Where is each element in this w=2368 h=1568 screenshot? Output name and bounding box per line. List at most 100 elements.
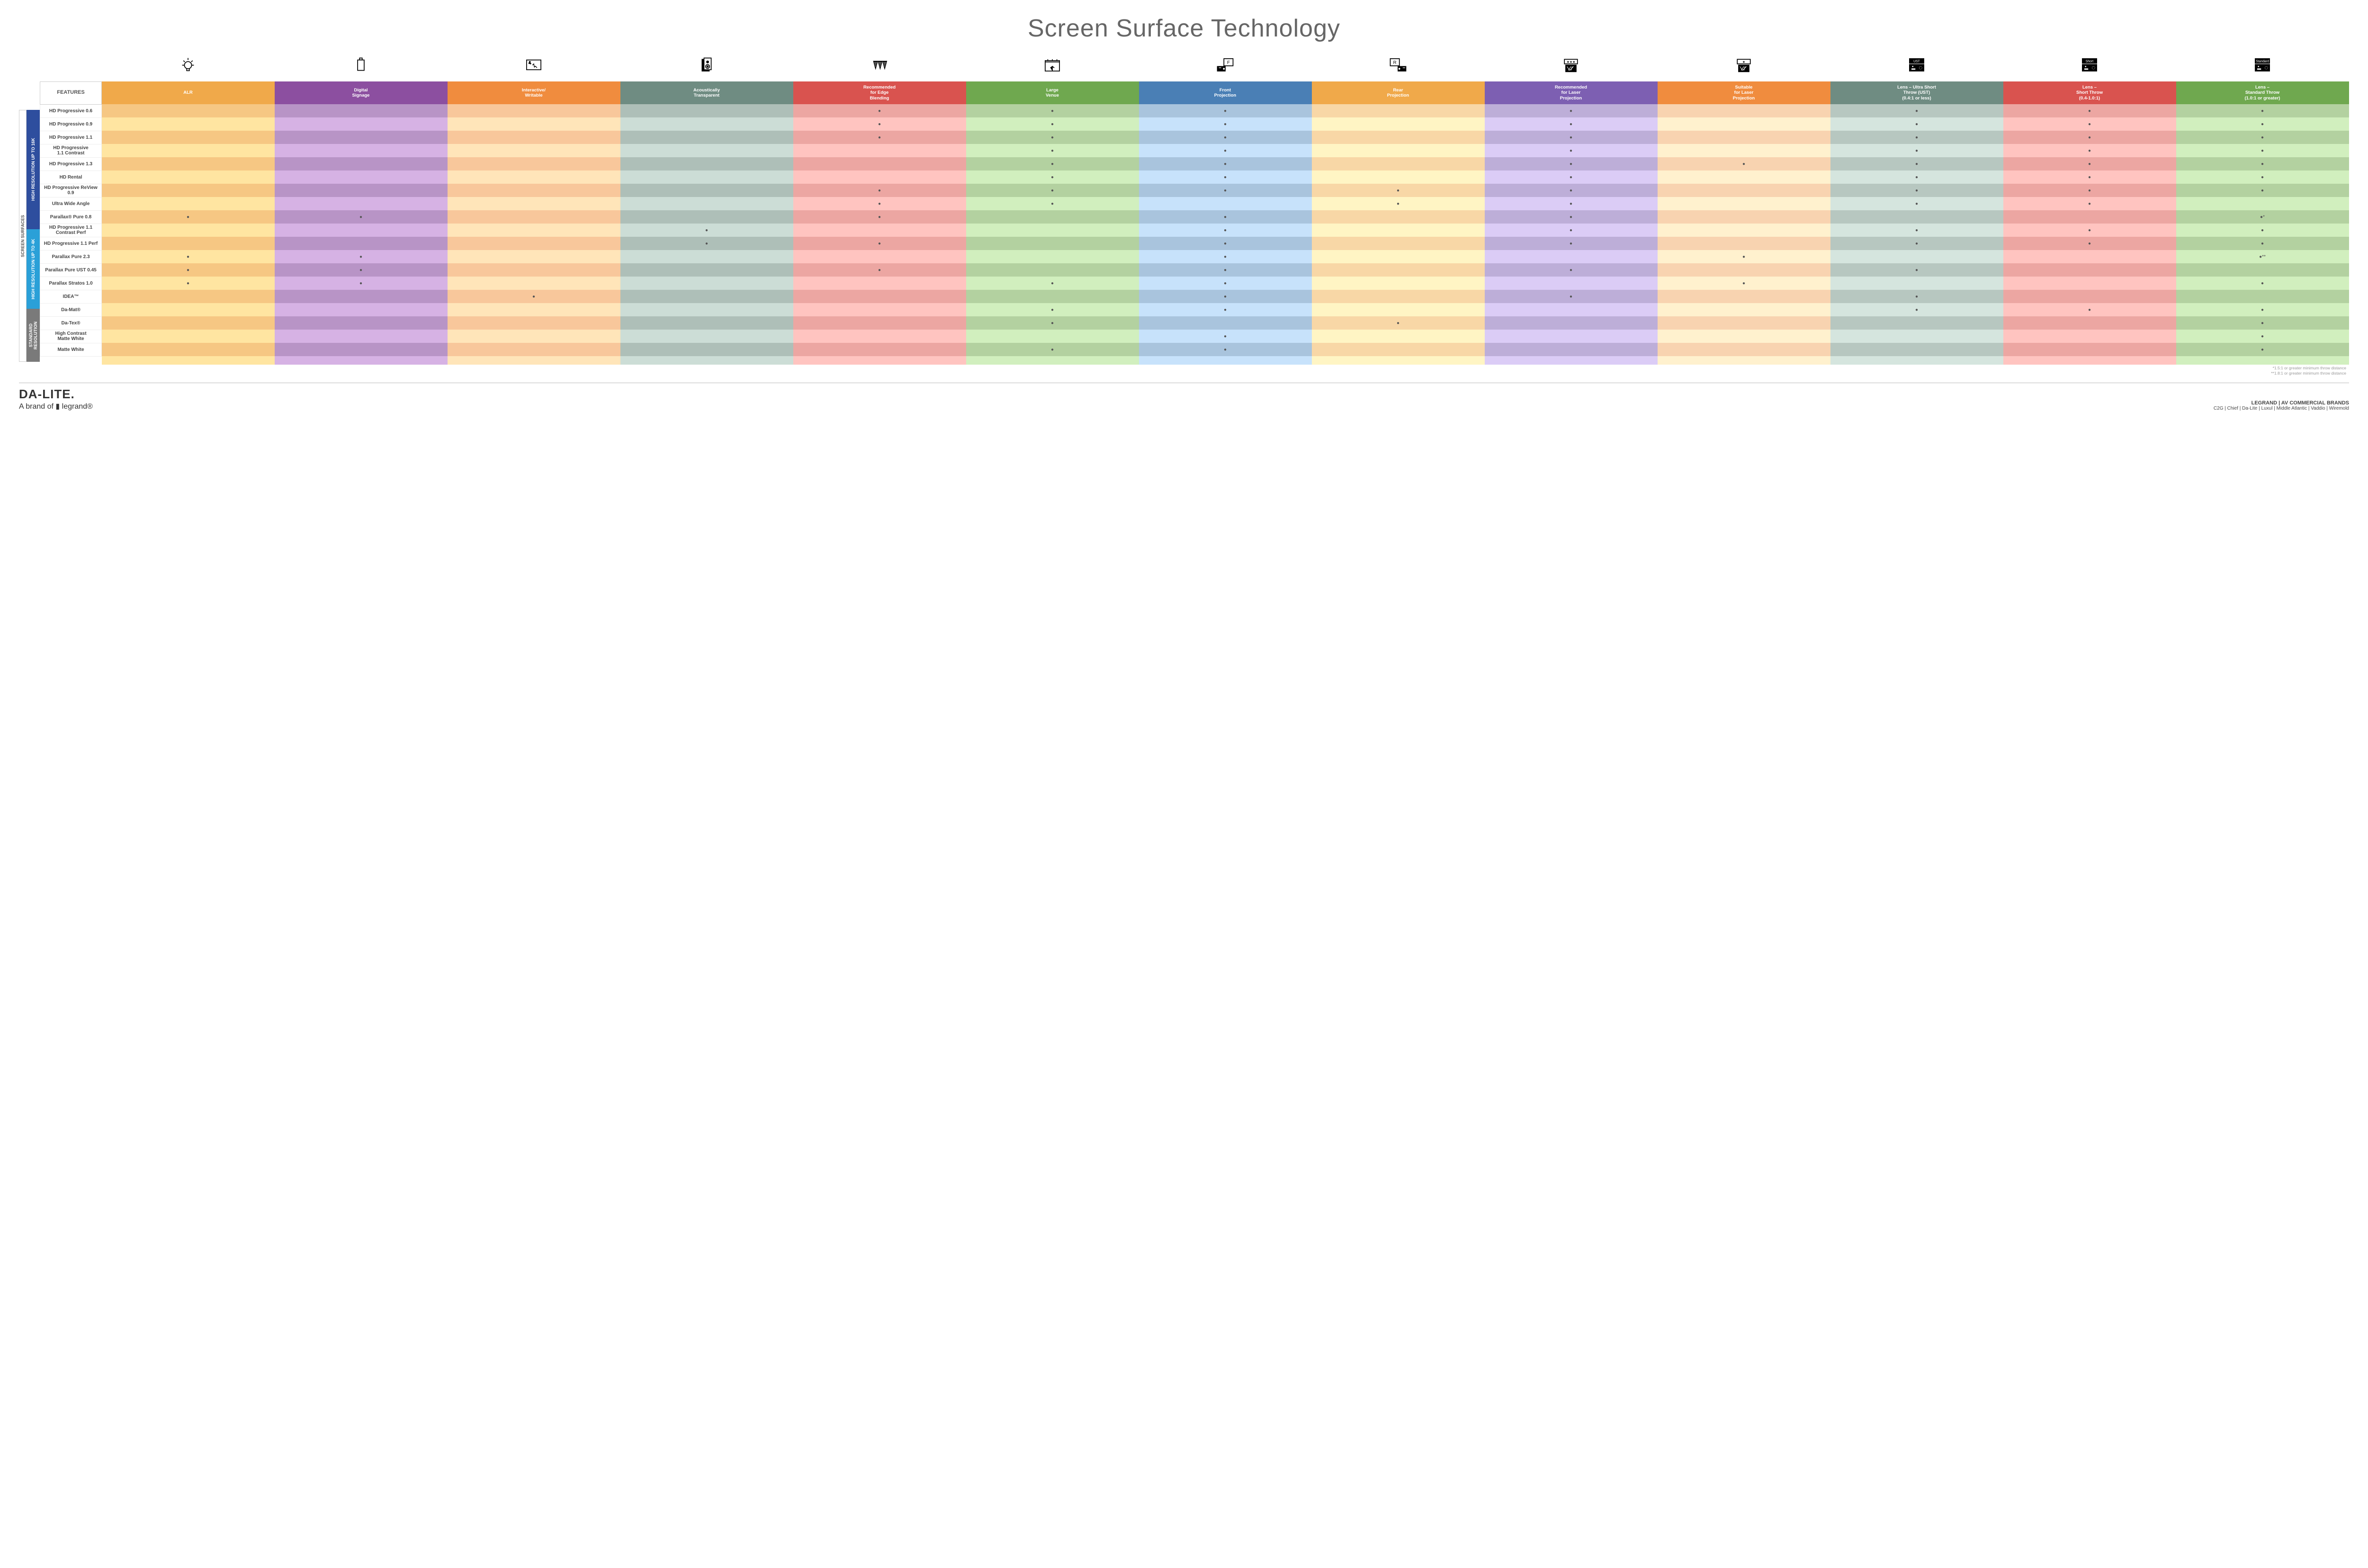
cell	[1658, 290, 1830, 303]
cell	[1658, 250, 1830, 263]
col-header-edge: Recommendedfor EdgeBlending	[793, 81, 966, 104]
cell	[966, 157, 1139, 170]
cell	[1830, 117, 2003, 131]
cell	[2176, 303, 2349, 316]
cell	[620, 157, 793, 170]
rear-icon: R	[1312, 52, 1485, 81]
row-label: Parallax® Pure 0.8	[40, 210, 102, 224]
cell	[1312, 117, 1485, 131]
table-row: HD Rental	[40, 170, 2349, 184]
cell	[1485, 250, 1658, 263]
cell	[1658, 104, 1830, 117]
col-header-rear: RearProjection	[1312, 81, 1485, 104]
cell	[1139, 104, 1312, 117]
cell	[620, 343, 793, 356]
cell	[102, 343, 275, 356]
cell	[102, 263, 275, 277]
cell	[448, 263, 620, 277]
cell	[448, 131, 620, 144]
cell	[620, 131, 793, 144]
cell	[102, 197, 275, 210]
cell	[448, 197, 620, 210]
table-row: HD Progressive 0.9	[40, 117, 2349, 131]
row-label: High ContrastMatte White	[40, 330, 102, 343]
cell	[275, 144, 448, 157]
cell	[793, 210, 966, 224]
cell	[102, 303, 275, 316]
row-label: HD Progressive1.1 Contrast	[40, 144, 102, 157]
cell	[966, 144, 1139, 157]
cell	[1312, 197, 1485, 210]
cell	[793, 157, 966, 170]
cell	[275, 157, 448, 170]
cell	[448, 237, 620, 250]
cell	[1139, 277, 1312, 290]
cell	[793, 290, 966, 303]
cell	[1312, 131, 1485, 144]
cell	[1485, 157, 1658, 170]
cell	[102, 224, 275, 237]
cell	[793, 117, 966, 131]
cell	[620, 104, 793, 117]
cell	[2176, 184, 2349, 197]
cell: ●*	[2176, 210, 2349, 224]
cell	[1830, 224, 2003, 237]
cell	[1485, 224, 1658, 237]
cell	[1485, 117, 1658, 131]
cell	[102, 330, 275, 343]
cell	[1658, 144, 1830, 157]
row-label: Matte White	[40, 343, 102, 356]
cell	[793, 250, 966, 263]
cell	[1830, 237, 2003, 250]
cell	[793, 197, 966, 210]
short-icon: Short	[2003, 52, 2176, 81]
cell	[102, 210, 275, 224]
cell	[2003, 210, 2176, 224]
cell	[1658, 303, 1830, 316]
svg-text:★★★: ★★★	[1567, 60, 1575, 63]
row-label: HD Progressive 0.9	[40, 117, 102, 131]
table-row: HD Progressive 1.3	[40, 157, 2349, 170]
cell	[448, 170, 620, 184]
cell	[2003, 330, 2176, 343]
cell	[448, 224, 620, 237]
std-icon: Standard	[2176, 52, 2349, 81]
cell	[2003, 117, 2176, 131]
cell	[793, 224, 966, 237]
cell	[448, 104, 620, 117]
cell	[966, 303, 1139, 316]
cell	[1312, 210, 1485, 224]
row-label: HD Progressive ReView 0.9	[40, 184, 102, 197]
row-label: Da-Tex®	[40, 316, 102, 330]
cell	[1139, 170, 1312, 184]
comparison-table: FR★★★★USTShortStandardFEATURESALRDigital…	[40, 52, 2349, 365]
cell	[1830, 197, 2003, 210]
cell	[1312, 170, 1485, 184]
cell	[1312, 104, 1485, 117]
cell	[620, 144, 793, 157]
cell	[1830, 316, 2003, 330]
cell	[1658, 131, 1830, 144]
cell	[620, 184, 793, 197]
cell	[448, 290, 620, 303]
table-row: IDEA™	[40, 290, 2349, 303]
cell	[966, 170, 1139, 184]
svg-text:F: F	[1227, 60, 1230, 65]
cell	[102, 170, 275, 184]
cell	[102, 237, 275, 250]
cell	[2176, 330, 2349, 343]
cell	[793, 263, 966, 277]
cell	[1312, 184, 1485, 197]
cell	[1139, 343, 1312, 356]
row-label: Parallax Pure 2.3	[40, 250, 102, 263]
cell	[2003, 316, 2176, 330]
cell	[1658, 197, 1830, 210]
reclaser-icon: ★★★	[1485, 52, 1658, 81]
svg-text:UST: UST	[1913, 60, 1920, 63]
cell	[1658, 157, 1830, 170]
cell	[793, 184, 966, 197]
cell	[1312, 316, 1485, 330]
side-group: HIGH RESOLUTION UP TO 4K	[27, 229, 40, 309]
footnotes: *1.5:1 or greater minimum throw distance…	[40, 366, 2349, 376]
col-header-reclaser: Recommendedfor LaserProjection	[1485, 81, 1658, 104]
